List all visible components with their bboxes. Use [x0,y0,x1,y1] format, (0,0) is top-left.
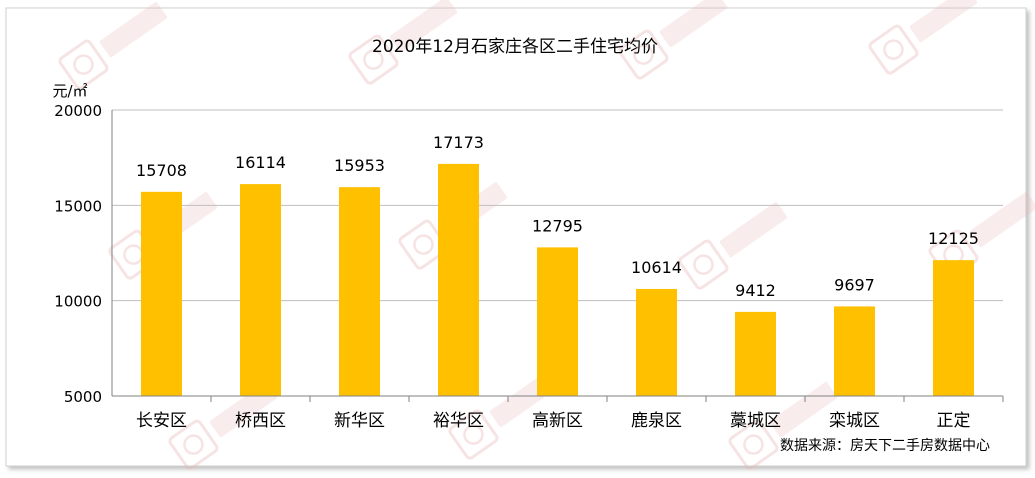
watermark-text-block [659,0,728,48]
watermark-text-block [389,0,458,53]
data-label: 12125 [928,229,979,248]
watermark-logo-icon [448,409,499,460]
chart-title: 2020年12月石家庄各区二手住宅均价 [372,37,658,57]
bar [735,311,776,396]
x-axis-ticks: 长安区 桥西区 新华区 裕华区 高新区 鹿泉区 藁城区 栾城区 正定 [136,396,1004,431]
bar [339,187,380,396]
data-label: 9697 [834,275,875,294]
watermark-logo-icon [868,24,919,75]
x-tick-label: 桥西区 [235,411,286,431]
watermark [618,0,728,80]
bar [636,288,677,396]
data-label: 9412 [735,281,776,300]
bar [933,260,974,396]
watermark-logo-ring [123,244,144,265]
watermark-logo-icon [678,239,729,290]
watermark [348,0,458,85]
data-label: 10614 [631,258,682,277]
watermark-logo-ring [463,424,484,445]
watermark-logo-ring [743,434,764,455]
watermark [58,2,168,90]
bar [240,184,281,396]
data-label: 12795 [532,216,583,235]
watermark-logo-ring [883,39,904,60]
x-tick-label: 正定 [937,411,971,431]
watermark-logo-ring [363,49,384,70]
watermark-text-block [99,2,168,58]
watermark-logo-icon [168,419,219,470]
watermark-logo-icon [618,29,669,80]
watermark-logo-icon [58,39,109,90]
watermark-text-block [909,0,978,43]
y-tick-label: 20000 [54,102,102,120]
watermark-text-block [969,192,1035,248]
watermark-logo-ring [413,234,434,255]
x-tick-label: 高新区 [532,411,583,431]
y-axis-ticks: 5000 10000 15000 20000 [54,102,102,406]
watermark-text-block [719,202,788,258]
y-tick-label: 5000 [64,388,102,406]
data-label: 15953 [334,156,385,175]
y-tick-label: 10000 [54,293,102,311]
watermark-logo-icon [348,34,399,85]
y-tick-label: 15000 [54,197,102,215]
bar [141,191,182,396]
watermark-logo-ring [183,434,204,455]
x-tick-label: 长安区 [136,411,187,431]
watermark-logo-ring [633,44,654,65]
x-tick-label: 栾城区 [829,411,880,431]
watermark-logo-icon [728,419,779,470]
x-tick-label: 鹿泉区 [631,411,682,431]
data-labels: 15708 16114 15953 17173 12795 10614 9412 9697 12… [136,133,979,300]
data-label: 15708 [136,161,187,180]
bar [537,247,578,396]
x-tick-label: 新华区 [334,411,385,431]
bar [438,163,479,396]
watermark [678,202,788,290]
bar [834,306,875,396]
watermark-logo-ring [693,254,714,275]
source-note: 数据来源：房天下二手房数据中心 [780,438,990,454]
y-axis-label: 元/㎡ [52,82,87,100]
data-label: 16114 [235,153,286,172]
watermark [868,0,978,75]
data-label: 17173 [433,133,484,152]
x-tick-label: 裕华区 [433,411,484,431]
watermark-logo-ring [73,54,94,75]
x-tick-label: 藁城区 [730,411,781,431]
bars [141,163,974,396]
